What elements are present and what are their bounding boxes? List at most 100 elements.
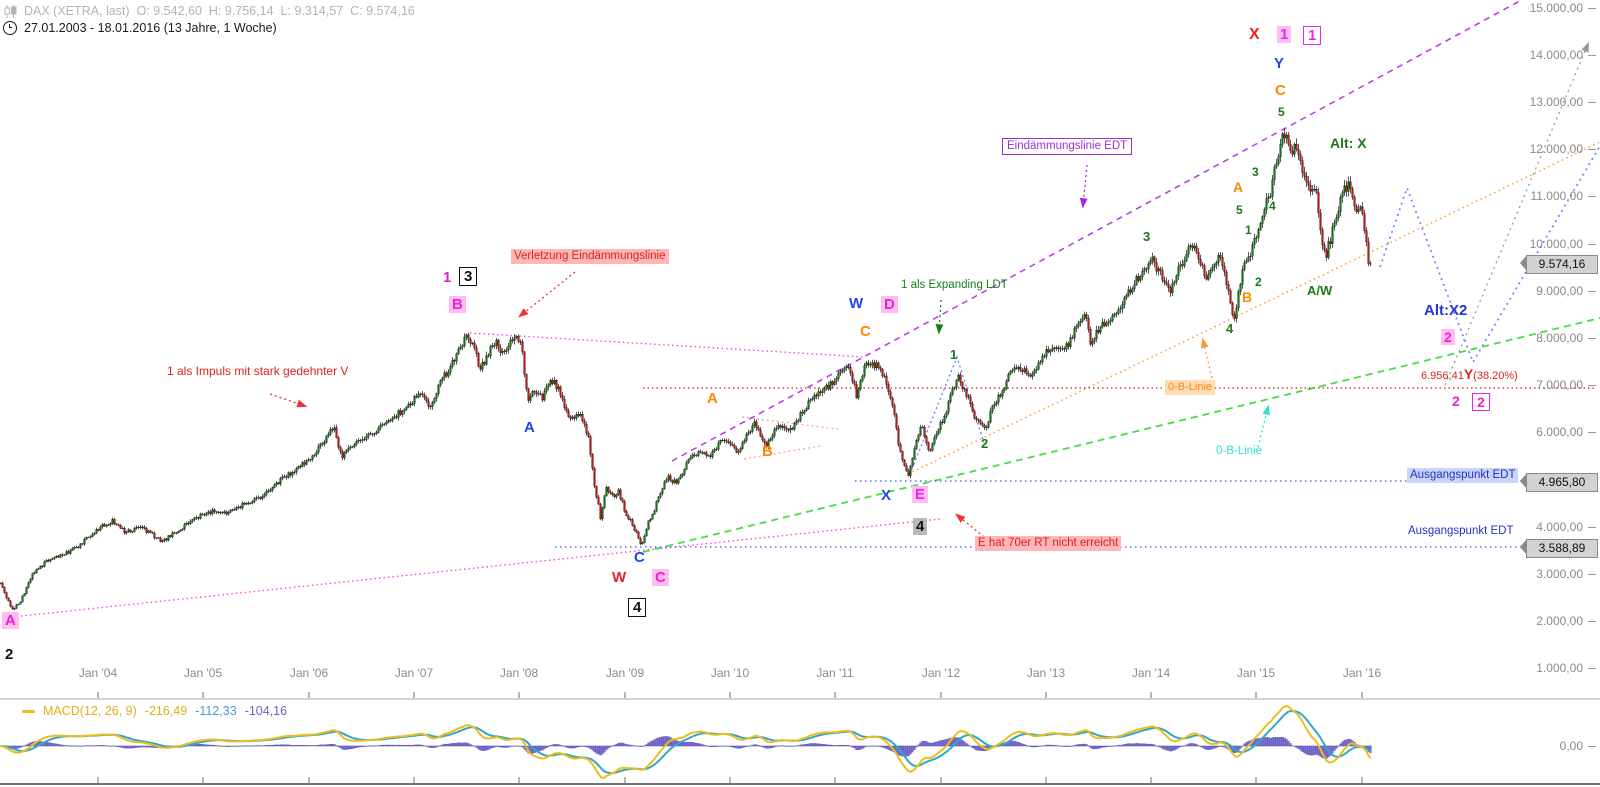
arrow-e70[interactable] — [954, 513, 989, 541]
y-axis-tick — [1588, 574, 1596, 575]
wave-label-b[interactable]: B — [762, 443, 773, 460]
retracement-label[interactable]: 6.956,41Y(38.20%) — [1421, 366, 1518, 384]
x-axis-label: Jan '07 — [394, 666, 434, 680]
wave-label-2[interactable]: 2 — [1452, 393, 1460, 409]
wave-label-x[interactable]: X — [881, 487, 892, 504]
x-axis-label: Jan '04 — [78, 666, 118, 680]
x-axis-label: Jan '13 — [1026, 666, 1066, 680]
wave-label-4[interactable]: 4 — [1269, 199, 1276, 213]
clock-icon — [3, 21, 17, 35]
wave-label-2[interactable]: 2 — [981, 436, 989, 451]
trend-line-tops-2007-2011[interactable] — [469, 332, 865, 358]
arrow-eindaemmung[interactable] — [1079, 164, 1088, 209]
wave-label-4[interactable]: 4 — [913, 518, 928, 535]
annotation-ausgang2[interactable]: Ausgangspunkt EDT — [1408, 525, 1514, 537]
wave-label-2[interactable]: 2 — [1472, 393, 1490, 411]
wave-label-c[interactable]: C — [634, 549, 645, 566]
wave-label-1[interactable]: 1 — [950, 347, 958, 362]
date-range-label: 27.01.2003 - 18.01.2016 (13 Jahre, 1 Woc… — [24, 21, 277, 35]
wave-label-1[interactable]: 1 — [1277, 26, 1292, 43]
y-axis-tick — [1588, 149, 1596, 150]
trend-line-ldt-mini-oben[interactable] — [741, 416, 839, 430]
annotation-verletzung[interactable]: Verletzung Eindämmungslinie — [511, 249, 669, 265]
wave-label-altx[interactable]: Alt: X — [1330, 135, 1367, 151]
trend-line-ldt-mini-unten[interactable] — [743, 445, 821, 460]
y-axis-tick — [1588, 338, 1596, 339]
trend-line-gruene-0b-linie[interactable] — [642, 317, 1600, 553]
macd-hist-value: -104,16 — [244, 704, 288, 718]
y-axis-label: 4.000,00 — [1536, 520, 1583, 534]
wave-label-y[interactable]: Y — [1274, 55, 1285, 72]
y-axis-tick — [1588, 432, 1596, 433]
wave-label-1[interactable]: 1 — [1303, 26, 1322, 45]
wave-label-4[interactable]: 4 — [1226, 321, 1234, 336]
wave-label-a[interactable]: A — [1233, 179, 1244, 195]
arrow-obl-cyan[interactable] — [1257, 404, 1270, 448]
macd-swatch-icon — [22, 709, 35, 713]
arrow-obl-orange[interactable] — [1201, 337, 1213, 379]
y-axis-tick — [1588, 8, 1596, 9]
price-tag: 3.588,89 — [1520, 538, 1598, 558]
wave-label-3[interactable]: 3 — [459, 267, 478, 286]
wave-label-w[interactable]: W — [612, 569, 627, 586]
wave-label-b[interactable]: B — [449, 296, 466, 313]
trend-line-eindaemmungslinie-edt[interactable] — [671, 0, 1540, 462]
wave-label-a[interactable]: A — [2, 612, 19, 629]
wave-label-w[interactable]: W — [849, 295, 864, 312]
candlestick-icon — [4, 4, 17, 18]
wave-label-b[interactable]: B — [1242, 289, 1253, 305]
annotation-ausgang1[interactable]: Ausgangspunkt EDT — [1407, 468, 1519, 484]
y-axis-label: 11.000,00 — [1530, 189, 1584, 203]
wave-label-5[interactable]: 5 — [1236, 203, 1243, 217]
x-axis-label: Jan '12 — [921, 666, 961, 680]
y-axis-tick — [1588, 102, 1596, 103]
wave-label-x[interactable]: X — [1249, 26, 1260, 43]
wave-label-a[interactable]: A — [707, 390, 718, 407]
y-axis-label: 12.000,00 — [1529, 142, 1583, 156]
y-axis-label: 8.000,00 — [1536, 331, 1583, 345]
wave-label-aw[interactable]: A/W — [1307, 283, 1333, 298]
wave-label-c[interactable]: C — [860, 323, 871, 340]
high-value: H: 9.756,14 — [208, 4, 274, 18]
y-axis-tick — [1588, 244, 1596, 245]
x-axis-label: Jan '14 — [1131, 666, 1171, 680]
arrow-verletzung[interactable] — [517, 271, 576, 318]
symbol-label: DAX (XETRA, last) — [24, 4, 130, 18]
wave-label-c[interactable]: C — [652, 569, 669, 586]
arrow-alt-projektion[interactable] — [1444, 41, 1590, 386]
y-axis-label: 10.000,00 — [1529, 237, 1583, 251]
annotation-obl-cyan[interactable]: 0-B-Linie — [1216, 445, 1263, 457]
x-axis-label: Jan '08 — [499, 666, 539, 680]
wave-label-5[interactable]: 5 — [1278, 105, 1285, 119]
retracement-price: 6.956,41 — [1421, 370, 1464, 382]
wave-label-d[interactable]: D — [881, 296, 898, 313]
wave-label-c[interactable]: C — [1275, 82, 1286, 99]
price-tag: 9.574,16 — [1520, 254, 1598, 274]
annotation-e70[interactable]: E hat 70er RT nicht erreicht — [975, 536, 1122, 552]
y-axis-label: 14.000,00 — [1529, 48, 1583, 62]
y-axis-label: 2.000,00 — [1536, 614, 1583, 628]
macd-legend[interactable]: MACD(12, 26, 9) -216,49 -112,33 -104,16 — [22, 704, 287, 718]
wave-label-2[interactable]: 2 — [5, 646, 14, 663]
wave-label-4[interactable]: 4 — [628, 598, 647, 617]
wave-label-3[interactable]: 3 — [1143, 229, 1151, 244]
trend-line-basis-2003-2009[interactable] — [11, 518, 941, 618]
y-axis-tick — [1588, 621, 1596, 622]
annotation-obl-orange[interactable]: 0-B-Linie — [1165, 380, 1216, 395]
arrow-expanding[interactable] — [935, 299, 944, 335]
x-axis-label: Jan '15 — [1236, 666, 1276, 680]
wave-label-1[interactable]: 1 — [443, 269, 452, 286]
annotation-impuls[interactable]: 1 als Impuls mit stark gedehnter V — [167, 364, 349, 378]
wave-label-3[interactable]: 3 — [1252, 165, 1259, 179]
annotation-expanding[interactable]: 1 als Expanding LDT — [901, 279, 1008, 291]
wave-label-2[interactable]: 2 — [1441, 329, 1455, 345]
arrow-impuls[interactable] — [269, 393, 308, 408]
wave-label-altx2[interactable]: Alt:X2 — [1424, 302, 1468, 319]
annotation-eindaemmung[interactable]: Eindämmungslinie EDT — [1002, 138, 1133, 156]
wave-label-e[interactable]: E — [912, 486, 929, 503]
wave-label-a[interactable]: A — [524, 419, 535, 436]
wave-label-2[interactable]: 2 — [1255, 275, 1262, 289]
wave-label-1[interactable]: 1 — [1245, 223, 1252, 237]
